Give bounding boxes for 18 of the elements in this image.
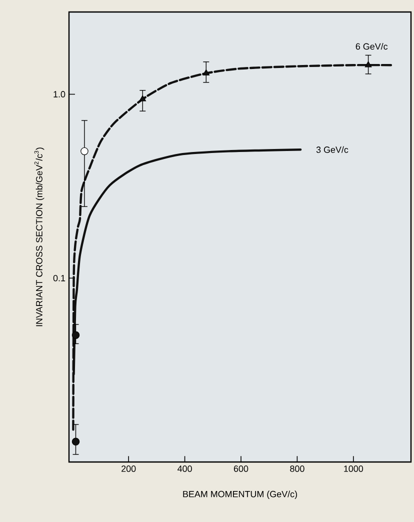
series-label: 3 GeV/c: [316, 146, 348, 153]
point: [72, 438, 80, 446]
x-tick-label: 1000: [344, 466, 364, 472]
point: [72, 331, 80, 339]
x-tick-label: 400: [178, 466, 192, 472]
y-axis-title: INVARIANT CROSS SECTION (mb/GeV$^{2}$/c$^{3}$): [34, 148, 44, 326]
point: [139, 95, 146, 102]
point: [80, 147, 88, 156]
x-tick-label: 800: [290, 466, 304, 472]
x-tick-label: 600: [234, 466, 248, 472]
y-tick-label: 0.1: [53, 274, 66, 282]
series-label: 6 GeV/c: [356, 43, 388, 50]
line-series: [72, 64, 392, 431]
point: [364, 61, 372, 68]
y-tick-label: 1.0: [54, 91, 66, 98]
x-tick-label: 200: [122, 466, 136, 472]
x-axis-title: BEAM MOMENTUM (GeV/c): [183, 490, 297, 500]
point: [202, 69, 210, 76]
